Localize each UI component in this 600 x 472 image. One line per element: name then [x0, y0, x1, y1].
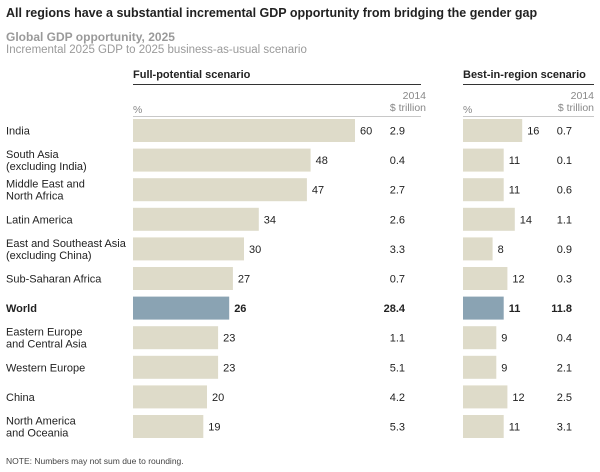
header-divider-best: [463, 116, 594, 117]
bar-best-in-region: [463, 385, 508, 409]
bar-value-label-full: 34: [264, 214, 276, 226]
bar-value-label-best: 16: [527, 126, 539, 138]
trillion-value-best: 0.3: [557, 274, 572, 286]
category-label: Western Europe: [6, 362, 85, 374]
trillion-value-best: 0.1: [557, 155, 572, 167]
category-label: Eastern Europe and Central Asia: [6, 327, 88, 351]
bar-value-label-full: 23: [223, 362, 235, 374]
footnote: NOTE: Numbers may not sum due to roundin…: [6, 456, 184, 466]
bar-full-potential: [133, 207, 259, 231]
panel-title-full: Full-potential scenario: [133, 69, 251, 81]
category-label: North America and Oceania: [6, 416, 77, 440]
bar-value-label-full: 47: [312, 185, 324, 197]
trillion-value-best: 0.4: [557, 333, 572, 345]
category-label: South Asia (excluding India): [6, 149, 87, 173]
category-label: India: [6, 126, 31, 138]
bar-full-potential: [133, 267, 233, 290]
bar-value-label-best: 12: [512, 392, 524, 404]
bar-value-label-full: 30: [249, 244, 261, 256]
chart-title: All regions have a substantial increment…: [6, 6, 538, 20]
trillion-value-full: 3.3: [390, 244, 405, 256]
bar-best-in-region: [463, 415, 504, 438]
panel-rule-best: [463, 84, 594, 85]
bar-full-potential: [133, 237, 244, 261]
trillion-value-full: 4.2: [390, 392, 405, 404]
bar-best-in-region: [463, 296, 504, 320]
trillion-value-best: 2.1: [557, 362, 572, 374]
unit-currency-full: $ trillion: [389, 102, 426, 114]
trillion-value-full: 5.1: [390, 362, 405, 374]
bar-best-in-region: [463, 148, 504, 172]
bar-best-in-region: [463, 267, 508, 290]
bar-value-label-best: 11: [509, 422, 520, 434]
bar-value-label-full: 60: [360, 126, 372, 138]
trillion-value-full: 0.4: [390, 155, 405, 167]
trillion-value-full: 2.7: [390, 185, 405, 197]
bar-full-potential: [133, 119, 355, 142]
bar-value-label-best: 9: [501, 362, 507, 374]
trillion-value-best: 1.1: [557, 214, 572, 226]
bar-full-potential: [133, 296, 230, 320]
bar-full-potential: [133, 178, 307, 202]
trillion-value-full: 2.9: [390, 126, 405, 138]
bar-value-label-full: 26: [234, 303, 246, 315]
bar-full-potential: [133, 355, 219, 379]
trillion-value-full: 28.4: [384, 303, 406, 315]
bar-value-label-full: 23: [223, 333, 235, 345]
bar-full-potential: [133, 326, 219, 350]
unit-value-full: 2014 $ trillion: [371, 90, 426, 114]
trillion-value-full: 5.3: [390, 422, 405, 434]
trillion-value-full: 2.6: [390, 214, 405, 226]
trillion-value-full: 1.1: [390, 333, 405, 345]
bar-value-label-full: 27: [238, 274, 250, 286]
trillion-value-best: 0.6: [557, 185, 572, 197]
bar-value-label-full: 19: [208, 422, 220, 434]
category-label: China: [6, 392, 36, 404]
bar-best-in-region: [463, 237, 493, 261]
trillion-value-best: 2.5: [557, 392, 572, 404]
trillion-value-best: 3.1: [557, 422, 572, 434]
panel-title-best: Best-in-region scenario: [463, 69, 586, 81]
trillion-value-best: 0.7: [557, 126, 572, 138]
bar-value-label-best: 8: [498, 244, 504, 256]
category-label: Middle East and North Africa: [6, 179, 85, 203]
bar-full-potential: [133, 385, 207, 409]
trillion-value-best: 0.9: [557, 244, 572, 256]
category-label: World: [6, 303, 37, 315]
unit-value-best: 2014 $ trillion: [536, 90, 594, 114]
bar-full-potential: [133, 415, 204, 438]
bar-value-label-full: 20: [212, 392, 224, 404]
unit-year-best: 2014: [570, 90, 594, 102]
bar-value-label-best: 11: [509, 185, 520, 197]
bar-value-label-full: 48: [316, 155, 328, 167]
bar-best-in-region: [463, 119, 523, 142]
trillion-value-full: 0.7: [390, 274, 405, 286]
bar-value-label-best: 14: [520, 214, 532, 226]
header-divider-full: [133, 116, 421, 117]
trillion-value-best: 11.8: [551, 303, 572, 315]
bar-best-in-region: [463, 178, 504, 202]
unit-year-full: 2014: [402, 90, 426, 102]
bar-value-label-best: 9: [501, 333, 507, 345]
unit-pct-best: %: [463, 104, 473, 116]
panel-rule-full: [133, 84, 421, 85]
chart-description: Incremental 2025 GDP to 2025 business-as…: [6, 44, 307, 56]
category-label: Latin America: [6, 214, 74, 226]
bar-best-in-region: [463, 355, 497, 379]
unit-currency-best: $ trillion: [557, 102, 594, 114]
bar-best-in-region: [463, 207, 515, 231]
bar-value-label-best: 11: [509, 303, 521, 315]
bar-full-potential: [133, 148, 311, 172]
bar-best-in-region: [463, 326, 497, 350]
category-label: Sub-Saharan Africa: [6, 274, 102, 286]
category-label: East and Southeast Asia (excluding China): [6, 238, 127, 262]
chart-subtitle: Global GDP opportunity, 2025: [6, 30, 175, 44]
unit-pct-full: %: [133, 104, 143, 116]
bar-value-label-best: 12: [512, 274, 524, 286]
bar-value-label-best: 11: [509, 155, 520, 167]
